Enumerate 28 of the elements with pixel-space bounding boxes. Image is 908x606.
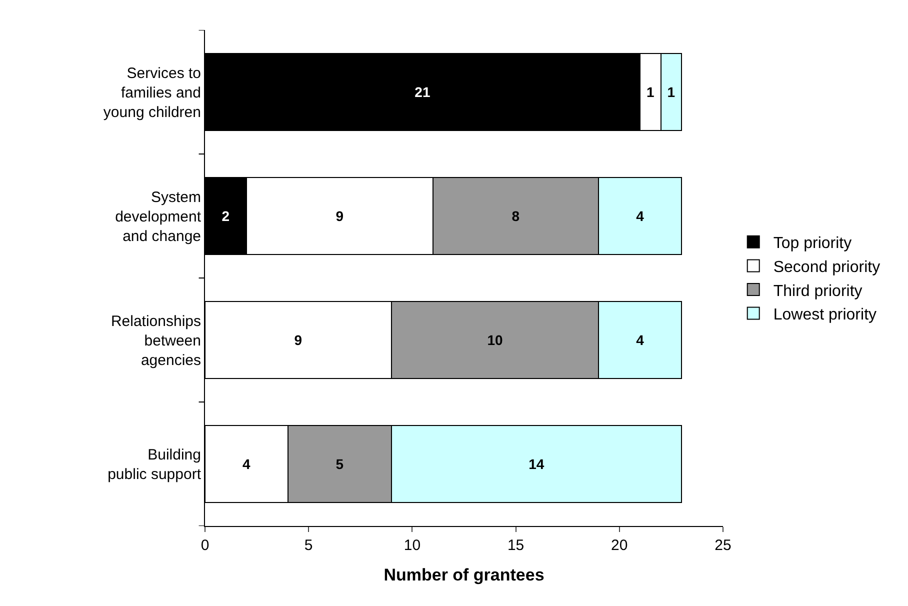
data-label: 4 bbox=[242, 456, 250, 472]
data-label: 2 bbox=[222, 208, 230, 224]
x-tick-label: 5 bbox=[304, 537, 313, 554]
x-tick-label: 15 bbox=[507, 537, 524, 554]
data-label: 4 bbox=[636, 208, 644, 224]
x-tick-label: 20 bbox=[611, 537, 628, 554]
y-tick-label: Building public support bbox=[108, 446, 202, 483]
data-label: 14 bbox=[528, 456, 544, 472]
x-tick-label: 25 bbox=[714, 537, 732, 554]
x-tick-label: 10 bbox=[404, 537, 421, 554]
y-tick-label: Services to families and young children bbox=[103, 64, 201, 121]
x-axis-title: Number of grantees bbox=[384, 565, 544, 584]
data-label: 4 bbox=[636, 332, 644, 348]
data-label: 5 bbox=[336, 456, 344, 472]
data-label: 1 bbox=[667, 84, 676, 100]
y-tick-label: Relationships between agencies bbox=[110, 312, 201, 369]
legend-label: Lowest priority bbox=[773, 306, 877, 324]
data-label: 21 bbox=[414, 84, 430, 100]
data-label: 9 bbox=[336, 208, 344, 224]
data-label: 9 bbox=[294, 332, 302, 348]
data-label: 1 bbox=[646, 84, 654, 100]
x-tick-label: 0 bbox=[200, 537, 210, 554]
data-label: 8 bbox=[512, 208, 520, 224]
legend-label: Third priority bbox=[773, 282, 862, 300]
legend-label: Top priority bbox=[773, 235, 852, 252]
y-tick-label: System development and change bbox=[115, 188, 202, 245]
legend-label: Second priority bbox=[773, 258, 880, 276]
data-label: 10 bbox=[487, 332, 503, 348]
